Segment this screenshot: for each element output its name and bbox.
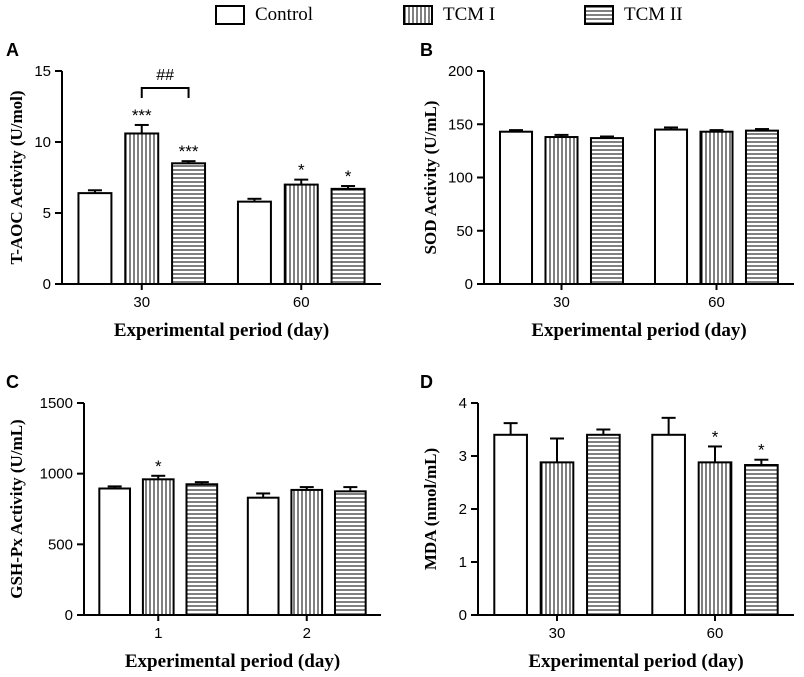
significance-marker: *: [298, 161, 305, 180]
bar-control-60: [651, 433, 686, 616]
panel-d: D 0 1 2 3 4 MDA (nmol/mL) 30 * * 60 Experimental pe…: [420, 372, 794, 672]
bar-control-60: [653, 128, 689, 285]
y-tick-label: 200: [448, 63, 473, 80]
x-tick-label: 60: [707, 625, 724, 642]
y-axis-label: SOD Activity (U/mL): [421, 101, 440, 255]
legend-swatch-tcm2: [584, 5, 614, 25]
x-tick-label: 2: [303, 625, 311, 642]
y-axis-label: T-AOC Activity (U/mol): [7, 90, 26, 264]
panel-c: C 0 500 1000 1500 GSH-Px Activity (U/mL) * 1 2 Ex…: [6, 372, 381, 672]
bar-tcm1-1: [141, 478, 175, 616]
y-tick-label: 0: [65, 607, 73, 624]
legend-swatch-tcm1: [403, 5, 433, 25]
y-tick-label: 2: [459, 501, 467, 518]
significance-marker: *: [155, 457, 162, 476]
y-tick-label: 15: [34, 63, 51, 80]
bar-tcm2-30: [589, 137, 625, 285]
y-tick-label: 0: [465, 276, 473, 293]
x-tick-label: 30: [133, 294, 150, 311]
panel-a: A 0 5 10 15 T-AOC Activity (U/mol) *** *** 30 * * 6…: [6, 40, 381, 341]
bar-control-60: [236, 200, 272, 285]
panel-letter: A: [6, 40, 19, 60]
bar-control-30: [77, 192, 113, 285]
significance-marker: *: [758, 441, 765, 460]
y-axis-label: GSH-Px Activity (U/mL): [7, 419, 26, 598]
bar-tcm1-30: [544, 136, 579, 285]
x-tick-label: 60: [293, 294, 310, 311]
bar-control-30: [498, 130, 534, 285]
bar-tcm2-60: [330, 187, 366, 285]
bar-tcm1-60: [283, 183, 319, 286]
x-axis-label: Experimental period (day): [125, 651, 340, 672]
y-tick-label: 0: [43, 276, 51, 293]
significance-marker: ***: [132, 106, 152, 125]
x-tick-label: 60: [708, 294, 725, 311]
bar-tcm1-60: [697, 461, 733, 616]
y-tick-label: 150: [448, 116, 473, 133]
x-axis-label: Experimental period (day): [531, 320, 746, 341]
bar-control-2: [246, 496, 280, 616]
significance-marker: ***: [179, 142, 199, 161]
legend-label-tcm2: TCM II: [624, 4, 683, 25]
y-tick-label: 1: [459, 554, 467, 571]
y-axis-label: MDA (nmol/mL): [421, 448, 440, 570]
y-tick-label: 1500: [40, 395, 73, 412]
bar-tcm1-30: [124, 132, 160, 285]
y-tick-label: 5: [43, 205, 51, 222]
legend-item-control: Control: [215, 4, 313, 26]
panel-letter: D: [420, 372, 433, 392]
significance-marker: *: [345, 167, 352, 186]
bar-tcm2-1: [185, 483, 219, 616]
legend-label-control: Control: [255, 4, 314, 25]
legend-item-tcm1: TCM I: [403, 4, 495, 26]
legend-item-tcm2: TCM II: [584, 4, 683, 26]
bar-control-30: [493, 433, 528, 616]
y-tick-label: 100: [448, 170, 473, 187]
bar-control-1: [98, 487, 132, 616]
bar-tcm2-30: [171, 162, 207, 285]
legend-swatch-control: [215, 5, 245, 25]
x-tick-label: 30: [553, 294, 570, 311]
panel-b: B 0 50 100 150 200 SOD Activity (U/mL) 30 60 Expe…: [420, 40, 794, 341]
y-tick-label: 3: [459, 448, 467, 465]
y-tick-label: 4: [459, 395, 467, 412]
bar-tcm2-60: [744, 464, 779, 617]
x-axis-label: Experimental period (day): [114, 320, 329, 341]
panel-letter: B: [420, 40, 433, 60]
bracket-label: ##: [156, 67, 174, 84]
y-tick-label: 500: [48, 536, 73, 553]
panel-letter: C: [6, 372, 19, 392]
x-tick-label: 1: [154, 625, 162, 642]
significance-bracket: [140, 87, 190, 99]
bar-tcm1-2: [290, 488, 324, 617]
significance-marker: *: [712, 427, 719, 446]
bar-tcm2-60: [744, 129, 780, 285]
bar-tcm1-60: [699, 130, 734, 285]
y-tick-label: 0: [459, 607, 467, 624]
bar-tcm2-30: [586, 433, 621, 616]
bar-tcm1-30: [539, 461, 575, 616]
bar-tcm2-2: [333, 490, 367, 617]
x-tick-label: 30: [549, 625, 566, 642]
legend-label-tcm1: TCM I: [443, 4, 496, 25]
y-tick-label: 50: [456, 223, 473, 240]
y-tick-label: 10: [34, 134, 51, 151]
x-axis-label: Experimental period (day): [528, 651, 743, 672]
legend: Control TCM I TCM II: [0, 0, 804, 30]
y-tick-label: 1000: [40, 466, 73, 483]
